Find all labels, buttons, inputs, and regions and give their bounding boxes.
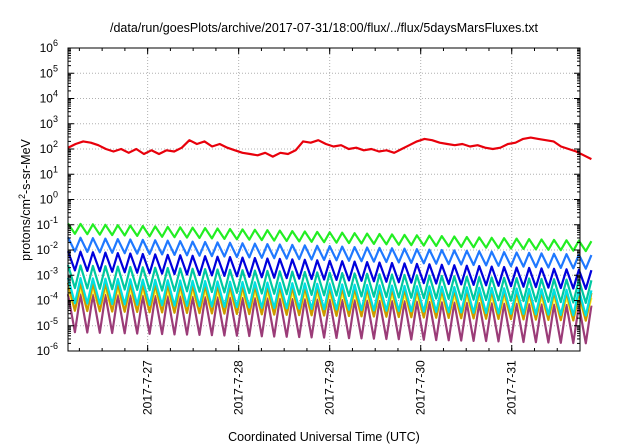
series-lines <box>66 136 593 345</box>
y-axis-label: protons/cm2-s-sr-MeV <box>17 138 33 260</box>
y-tick-label: 101 <box>40 164 58 181</box>
y-tick-label: 104 <box>40 89 58 106</box>
x-tick-label: 2017-7-28 <box>232 360 246 415</box>
series-line <box>66 264 593 304</box>
y-tick-label: 10-5 <box>37 316 58 333</box>
y-tick-label: 10-1 <box>37 215 58 232</box>
y-tick-label: 103 <box>40 114 58 131</box>
y-tick-labels: 10-6 10-5 10-4 10-3 10-2 10-1 100 101 102 103 104 1… <box>37 38 58 358</box>
y-axis-label-prefix: protons/cm <box>19 199 33 261</box>
axis-ticks <box>68 47 580 352</box>
x-tick-label: 2017-7-30 <box>414 360 428 415</box>
y-axis-label-suffix: -s-sr-MeV <box>19 138 33 194</box>
chart-title: /data/run/goesPlots/archive/2017-07-31/1… <box>110 21 539 35</box>
series-line <box>67 136 592 161</box>
x-tick-label: 2017-7-27 <box>141 360 155 415</box>
series-line <box>66 250 593 290</box>
y-tick-label: 102 <box>40 139 58 156</box>
y-axis-label-sup: 2 <box>17 194 27 199</box>
series-line <box>67 222 593 253</box>
x-axis-label: Coordinated Universal Time (UTC) <box>228 430 420 444</box>
y-tick-label: 10-6 <box>37 341 58 358</box>
y-tick-label: 10-4 <box>37 291 58 308</box>
series-line <box>66 293 593 345</box>
y-tick-label: 10-3 <box>37 265 58 282</box>
y-tick-label: 100 <box>40 190 58 207</box>
y-tick-label: 106 <box>40 38 58 55</box>
x-tick-label: 2017-7-31 <box>505 360 519 415</box>
series-line <box>67 236 593 270</box>
y-tick-label: 105 <box>40 63 58 80</box>
y-tick-label: 10-2 <box>37 240 58 257</box>
x-tick-labels: 2017-7-27 2017-7-28 2017-7-29 2017-7-30 2017… <box>141 360 519 415</box>
x-tick-label: 2017-7-29 <box>323 360 337 415</box>
series-line <box>66 277 593 317</box>
